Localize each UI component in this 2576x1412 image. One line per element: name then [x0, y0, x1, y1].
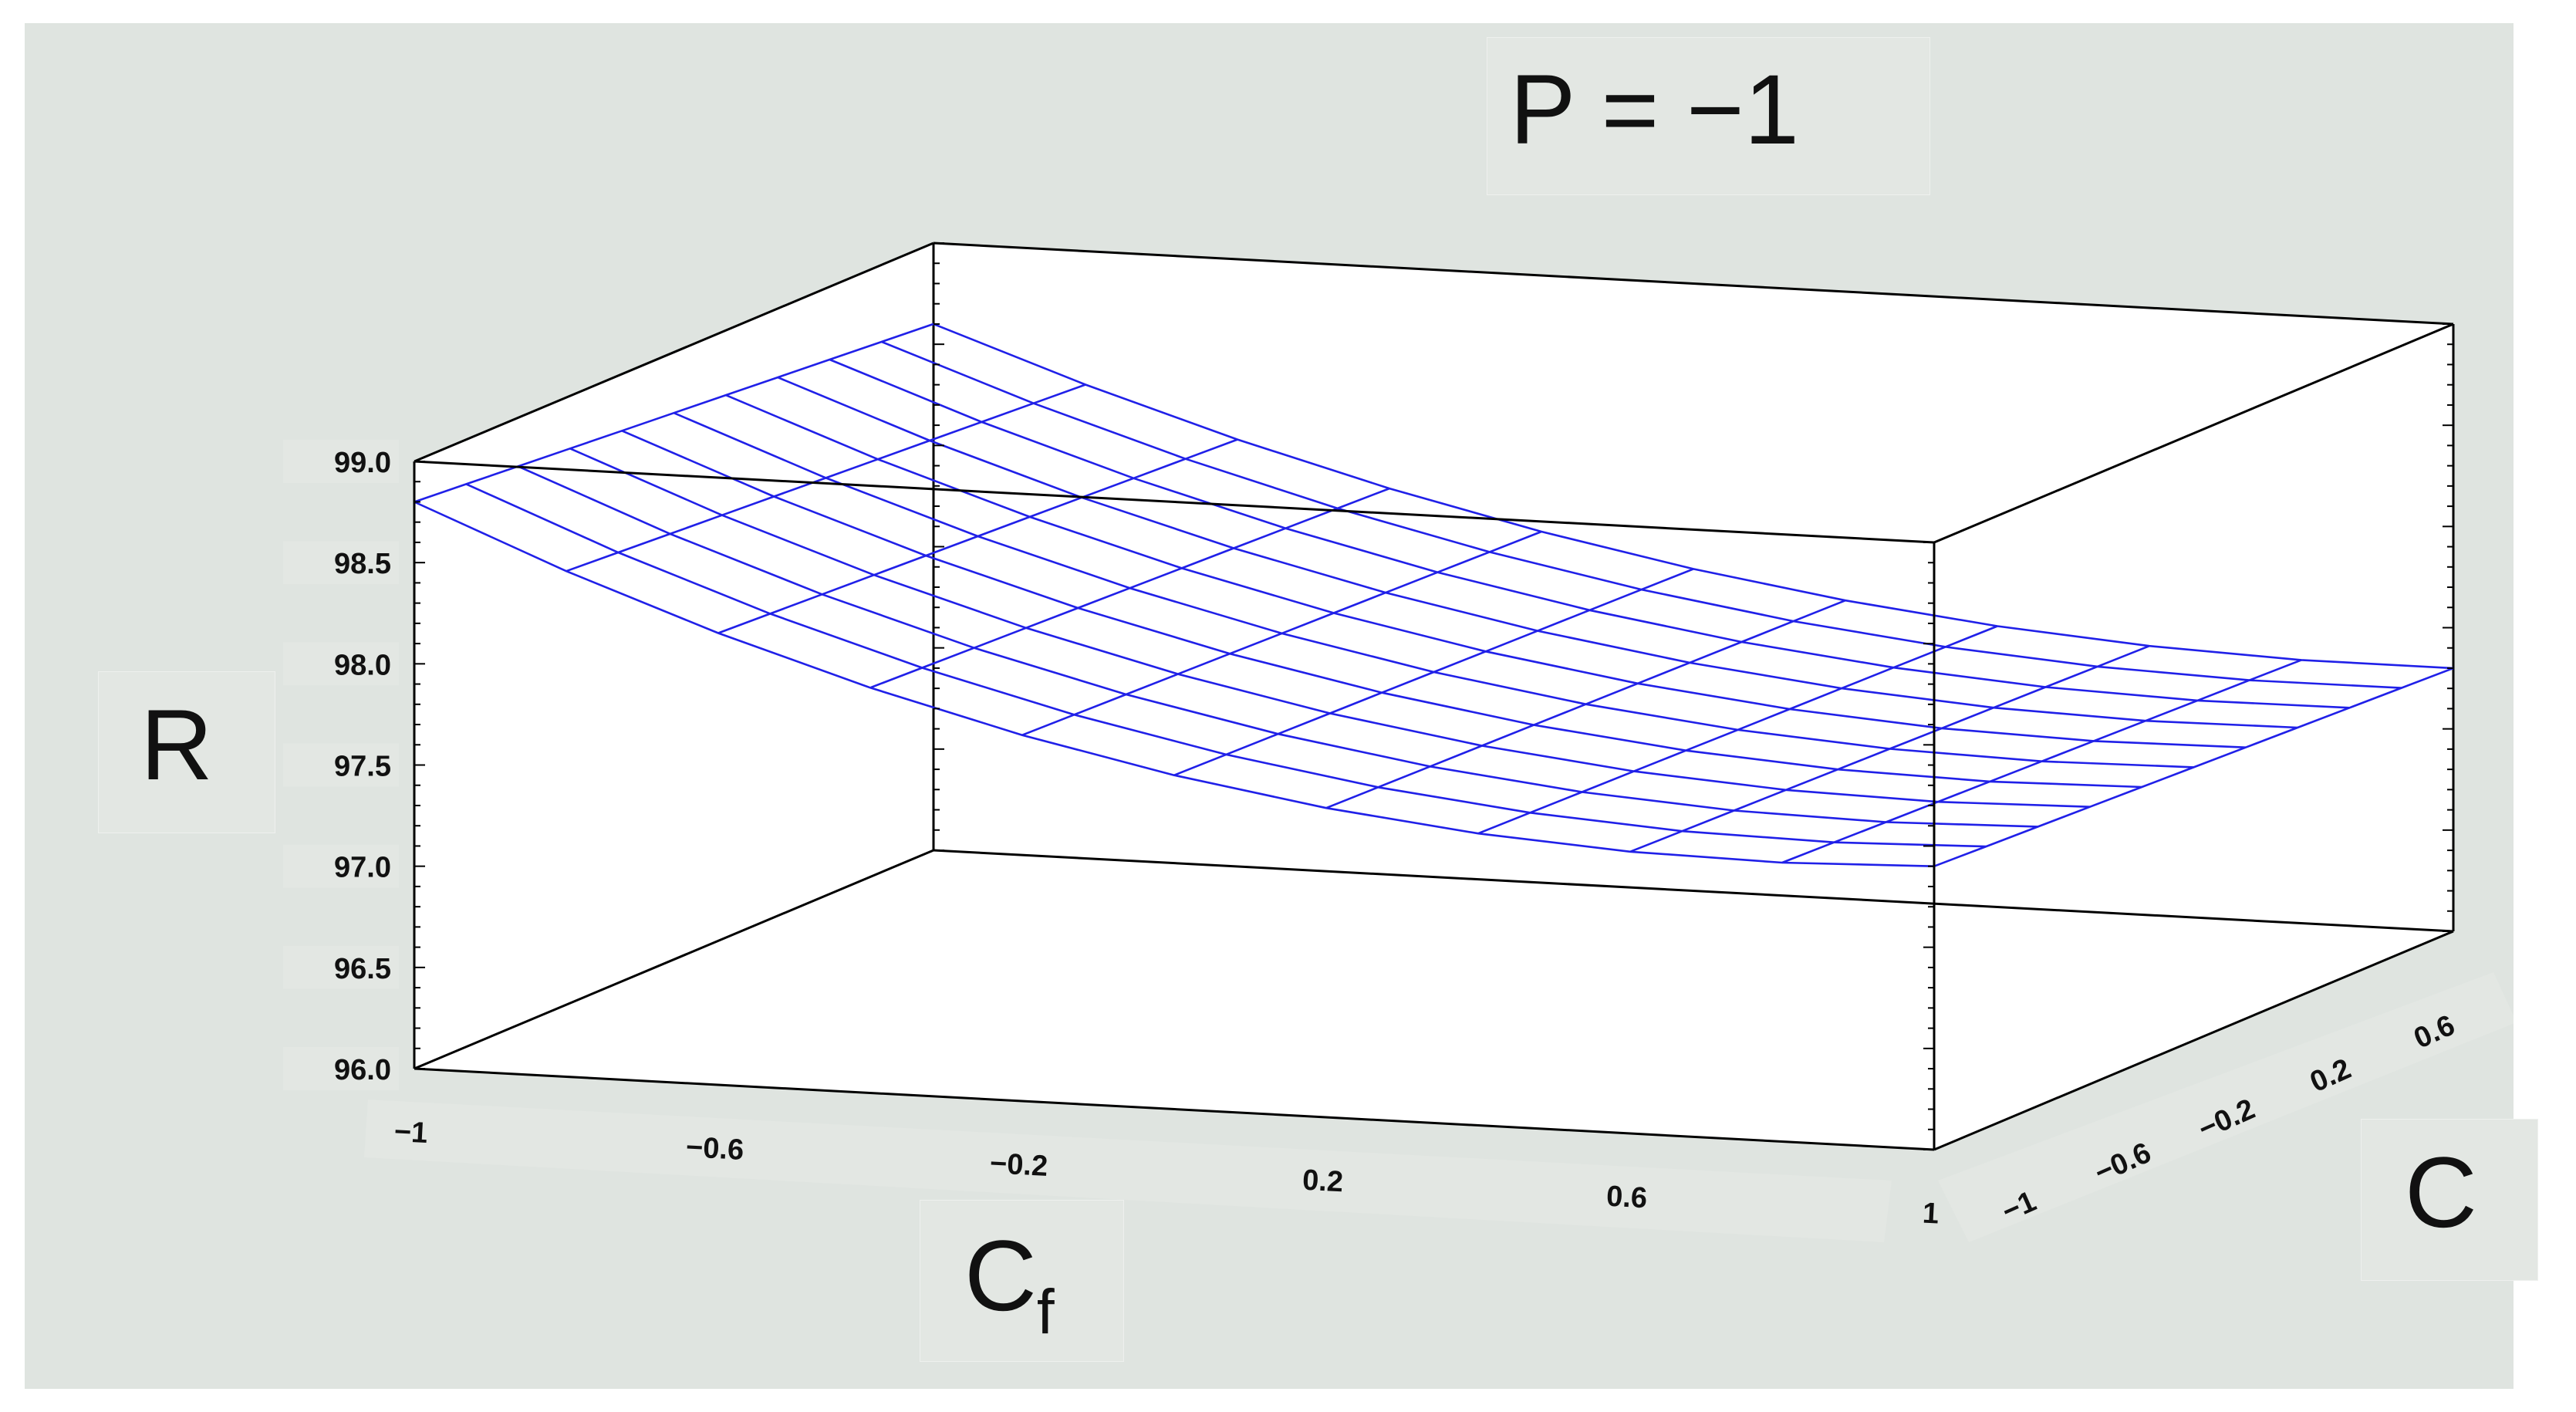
x-tick-label: 0.6 — [1605, 1181, 1648, 1215]
surface-wireframe — [414, 323, 2454, 867]
z-tick-bg — [283, 844, 399, 888]
surface-plot: 99.0 98.5 98.0 97.5 97.0 96.5 96.0 −1 −0.6 −0.2 0… — [283, 242, 2514, 1242]
title-box — [1487, 37, 1930, 195]
box-edge-left-bottom — [414, 849, 934, 1070]
box-edge-right-bottom — [1933, 930, 2454, 1151]
plot-box-back — [414, 242, 2455, 1150]
z-tick-bg — [283, 541, 399, 585]
surface-line-c-6 — [725, 394, 2246, 748]
box-edge-back-top — [933, 242, 2454, 326]
z-label-box — [98, 671, 275, 833]
box-edge-back-bottom — [933, 849, 2454, 933]
z-tick-label: 96.5 — [334, 953, 391, 985]
y-axis-label: C — [2405, 1136, 2477, 1248]
x-tick-label: 0.2 — [1302, 1164, 1344, 1199]
surface-line-c-9 — [881, 340, 2402, 689]
z-tick-label: 96.0 — [334, 1054, 391, 1086]
z-tick-bg — [283, 945, 399, 989]
box-face-floor — [414, 850, 2453, 1150]
z-tick-label: 97.5 — [334, 751, 391, 783]
x-axis-label-sub: f — [1036, 1277, 1055, 1347]
surface-line-c-7 — [777, 376, 2298, 729]
z-tick-bg — [283, 743, 399, 787]
x-tick-label: −1 — [393, 1116, 428, 1150]
x-tick-label: −0.6 — [685, 1131, 744, 1167]
surface-line-c-10 — [933, 323, 2454, 670]
z-tick-bg — [283, 1047, 399, 1090]
x-label-box — [920, 1200, 1124, 1362]
z-tick-label: 98.0 — [334, 649, 391, 681]
surface-line-c-2 — [518, 465, 2038, 828]
surface-line-c-0 — [414, 501, 1935, 867]
y-tick-band — [1938, 972, 2514, 1242]
box-edge-front-top — [414, 460, 1935, 544]
x-axis-ticks: −1 −0.6 −0.2 0.2 0.6 1 — [364, 1100, 1940, 1242]
z-tick-label: 97.0 — [334, 852, 391, 884]
y-label-box — [2361, 1119, 2538, 1281]
z-tick-label: 99.0 — [334, 447, 391, 479]
surface-line-c-5 — [673, 412, 2194, 768]
x-tick-label: −0.2 — [989, 1147, 1048, 1183]
z-axis-label: R — [140, 688, 213, 801]
surface-line-c-4 — [621, 430, 2142, 789]
box-edge-right-top — [1933, 323, 2454, 544]
surface-line-c-1 — [465, 483, 1987, 848]
z-axis-ticks: 99.0 98.5 98.0 97.5 97.0 96.5 96.0 — [283, 242, 2453, 1150]
x-axis-label-main: C — [964, 1219, 1037, 1332]
box-face-left — [414, 243, 934, 1069]
chart-title: P = −1 — [1510, 55, 1799, 165]
x-tick-label: 1 — [1922, 1197, 1940, 1230]
surface-line-c-3 — [569, 448, 2090, 808]
z-tick-bg — [283, 440, 399, 483]
box-edge-left-top — [414, 242, 934, 463]
z-tick-bg — [283, 642, 399, 686]
box-face-back — [934, 243, 2453, 931]
surface-line-c-8 — [829, 358, 2350, 709]
box-edge-front-bottom — [414, 1067, 1935, 1151]
z-tick-label: 98.5 — [334, 548, 391, 580]
x-tick-band — [364, 1100, 1892, 1242]
x-axis-label: Cf — [964, 1218, 1055, 1370]
chart-panel: 99.0 98.5 98.0 97.5 97.0 96.5 96.0 −1 −0.6 −0.2 0… — [25, 23, 2538, 1389]
